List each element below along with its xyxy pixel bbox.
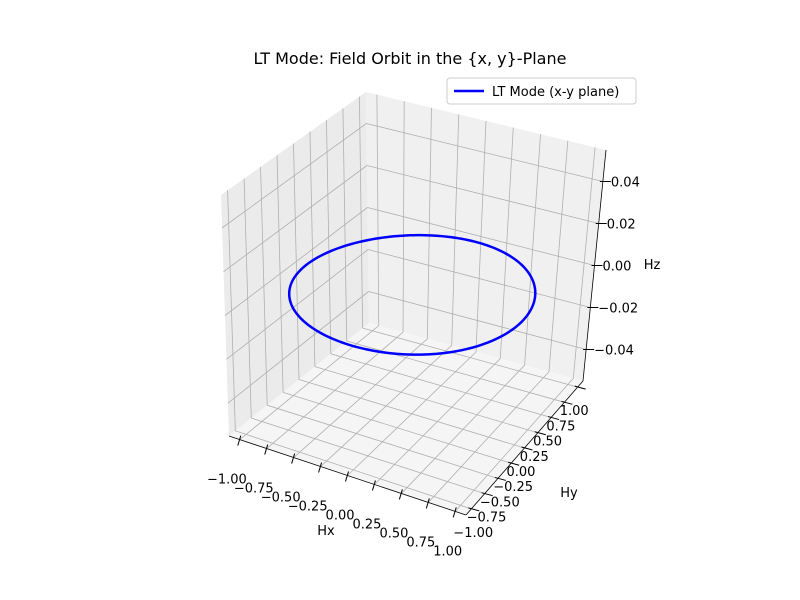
grid-line-y-floor — [330, 353, 552, 418]
y-tick — [494, 476, 507, 481]
y-tick — [561, 400, 573, 405]
x-tick — [237, 435, 242, 446]
z-tick-label: 0.02 — [607, 218, 636, 233]
grid-line-y-floor — [282, 391, 512, 464]
y-tick — [534, 431, 546, 436]
y-tick-label: 0.00 — [507, 465, 536, 480]
x-tick-label: −1.00 — [207, 473, 247, 488]
y-tick-label: 0.25 — [520, 450, 549, 465]
x-tick — [345, 471, 349, 482]
grid-line-z-back — [366, 165, 599, 224]
grid-line-z-left — [227, 291, 369, 404]
y-tick-label: −1.00 — [453, 526, 493, 541]
grid-lines — [221, 94, 603, 512]
grid-line-z-back — [366, 123, 603, 182]
y-tick-label: 1.00 — [560, 404, 589, 419]
x-tick-label: 0.00 — [326, 509, 355, 524]
pane-left — [221, 92, 369, 436]
z-tick-label: 0.00 — [603, 260, 632, 275]
y-tick-label: 0.75 — [546, 419, 575, 434]
y-tick-label: 0.50 — [533, 435, 562, 450]
y-tick — [508, 461, 520, 466]
y-tick-label: −0.25 — [493, 480, 533, 495]
x-tick-label: 0.50 — [379, 527, 408, 542]
x-tick-label: −0.50 — [261, 491, 301, 506]
y-axis-label: Hy — [560, 486, 578, 501]
tick-marks — [237, 181, 611, 518]
x-tick — [318, 462, 323, 473]
y-tick — [547, 416, 560, 421]
y-tick-label: −0.50 — [480, 496, 520, 511]
x-tick — [398, 489, 403, 500]
y-tick-label: −0.75 — [467, 511, 507, 526]
x-axis-label: Hx — [317, 524, 335, 539]
y-tick — [574, 385, 586, 390]
grid-line-z-left — [221, 123, 367, 229]
x-tick — [291, 453, 296, 464]
x-tick-label: −0.25 — [288, 500, 328, 515]
chart-title: LT Mode: Field Orbit in the {x, y}-Plane — [254, 49, 567, 68]
grid-line-z-back — [367, 249, 591, 308]
x-tick — [425, 498, 430, 509]
grid-line-y-floor — [362, 327, 578, 388]
grid-line-y-floor — [251, 417, 485, 495]
y-tick — [521, 446, 533, 451]
y-tick — [468, 507, 480, 512]
y-tick — [481, 492, 493, 497]
z-tick-label: −0.04 — [594, 344, 634, 359]
z-tick-label: 0.04 — [611, 176, 640, 191]
grid-line-z-back — [367, 207, 595, 266]
z-axis-label: Hz — [644, 258, 661, 273]
grid-line-z-back — [368, 291, 587, 350]
grid-line-y-floor — [298, 379, 525, 449]
grid-line-z-left — [224, 207, 368, 316]
x-tick-label: −0.75 — [234, 482, 274, 497]
x-tick — [452, 507, 457, 518]
x-tick — [264, 444, 269, 455]
z-tick-label: −0.02 — [598, 302, 638, 317]
data-series — [287, 233, 537, 356]
tick-labels: −1.00−0.75−0.50−0.250.000.250.500.751.00… — [207, 176, 640, 560]
x-tick-label: 0.75 — [406, 535, 435, 550]
grid-line-z-left — [226, 249, 369, 360]
grid-line-y-floor — [235, 430, 472, 510]
legend-frame — [446, 77, 637, 105]
series-line-0 — [287, 233, 537, 356]
legend: LT Mode (x-y plane) — [446, 77, 637, 105]
x-tick-label: 1.00 — [433, 544, 462, 559]
grid-line-z-left — [223, 165, 368, 273]
legend-label: LT Mode (x-y plane) — [492, 85, 619, 100]
grid-line-y-floor — [267, 404, 499, 479]
grid-line-y-floor — [314, 366, 538, 434]
x-tick-label: 0.25 — [352, 518, 381, 533]
pane-back — [366, 92, 606, 381]
x-tick — [371, 480, 376, 491]
